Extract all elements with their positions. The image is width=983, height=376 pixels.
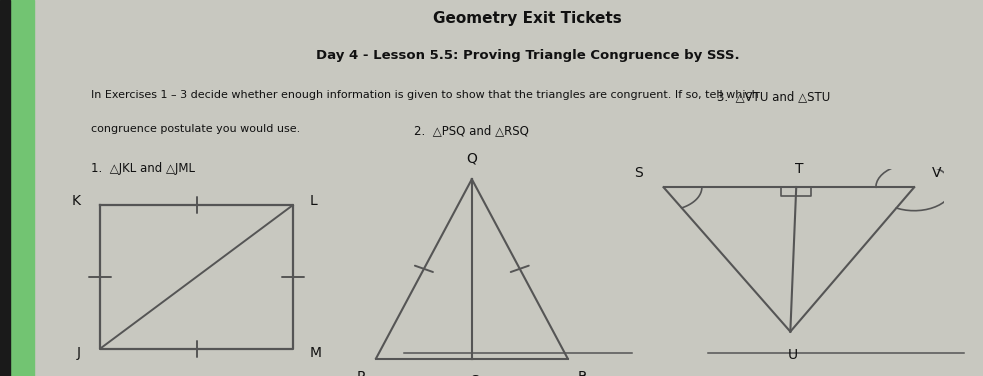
Text: S: S	[634, 166, 643, 180]
Text: congruence postulate you would use.: congruence postulate you would use.	[91, 124, 301, 134]
Text: P: P	[357, 370, 366, 376]
Text: Q: Q	[466, 151, 478, 165]
Text: 1.  △JKL and △JML: 1. △JKL and △JML	[91, 162, 196, 175]
Text: 3.  △VTU and △STU: 3. △VTU and △STU	[718, 90, 831, 103]
Text: M: M	[310, 346, 321, 359]
Text: 2.  △PSQ and △RSQ: 2. △PSQ and △RSQ	[414, 124, 529, 137]
Text: R: R	[578, 370, 587, 376]
Text: V: V	[932, 166, 942, 180]
Text: Day 4 - Lesson 5.5: Proving Triangle Congruence by SSS.: Day 4 - Lesson 5.5: Proving Triangle Con…	[316, 49, 739, 62]
Text: J: J	[77, 346, 81, 359]
Text: T: T	[795, 162, 803, 176]
Text: S: S	[470, 374, 479, 376]
Text: L: L	[310, 194, 318, 208]
Text: U: U	[788, 348, 798, 362]
Text: In Exercises 1 – 3 decide whether enough information is given to show that the t: In Exercises 1 – 3 decide whether enough…	[91, 90, 759, 100]
Text: K: K	[72, 194, 81, 208]
Text: Geometry Exit Tickets: Geometry Exit Tickets	[434, 11, 622, 26]
